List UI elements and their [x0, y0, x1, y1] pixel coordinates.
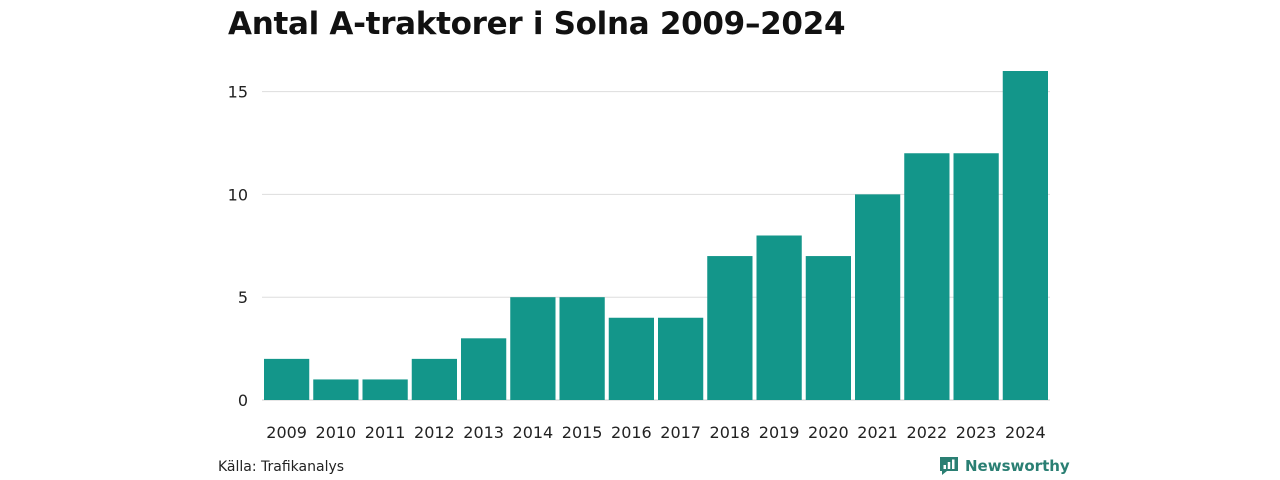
- bar-2009: [264, 358, 310, 400]
- bar-2015: [559, 297, 605, 400]
- x-tick-label: 2018: [710, 423, 751, 442]
- bar-2017: [658, 317, 704, 400]
- x-tick-label: 2011: [365, 423, 406, 442]
- speech-bubble-chart-icon: [940, 457, 958, 475]
- chart-title: Antal A-traktorer i Solna 2009–2024: [228, 6, 846, 42]
- logo-text: Newsworthy: [965, 457, 1070, 475]
- x-tick-label: 2024: [1005, 423, 1046, 442]
- x-tick-label: 2019: [759, 423, 800, 442]
- bar-2010: [313, 379, 359, 400]
- bar-2014: [510, 297, 556, 400]
- bar-2011: [362, 379, 408, 400]
- x-tick-label: 2010: [316, 423, 357, 442]
- x-tick-label: 2009: [266, 423, 307, 442]
- source-note: Källa: Trafikanalys: [218, 459, 345, 475]
- x-tick-label: 2012: [414, 423, 455, 442]
- x-tick-label: 2014: [513, 423, 554, 442]
- axes: 0 5 10 15 2009 2010 2011 2012 2013 2014 2015 2016 20…: [228, 83, 1046, 442]
- x-tick-label: 2022: [907, 423, 948, 442]
- bar-2019: [756, 235, 802, 400]
- x-tick-label: 2016: [611, 423, 652, 442]
- x-tick-label: 2015: [562, 423, 603, 442]
- bars: [264, 71, 1048, 400]
- x-tick-label: 2020: [808, 423, 849, 442]
- x-tick-label: 2017: [660, 423, 701, 442]
- y-tick-label: 0: [238, 391, 248, 410]
- y-tick-label: 10: [228, 185, 248, 204]
- x-tick-label: 2013: [463, 423, 504, 442]
- bar-2020: [805, 256, 851, 400]
- bar-2024: [1002, 71, 1048, 400]
- bar-2016: [608, 317, 654, 400]
- x-tick-label: 2021: [857, 423, 898, 442]
- x-tick-label: 2023: [956, 423, 997, 442]
- y-tick-label: 5: [238, 288, 248, 307]
- newsworthy-logo[interactable]: Newsworthy: [938, 455, 1070, 477]
- bar-2018: [707, 256, 753, 400]
- bar-2023: [953, 153, 999, 400]
- bar-2022: [904, 153, 950, 400]
- bar-2013: [461, 338, 507, 400]
- y-tick-label: 15: [228, 83, 248, 102]
- bar-2012: [411, 358, 457, 400]
- bar-2021: [855, 194, 901, 400]
